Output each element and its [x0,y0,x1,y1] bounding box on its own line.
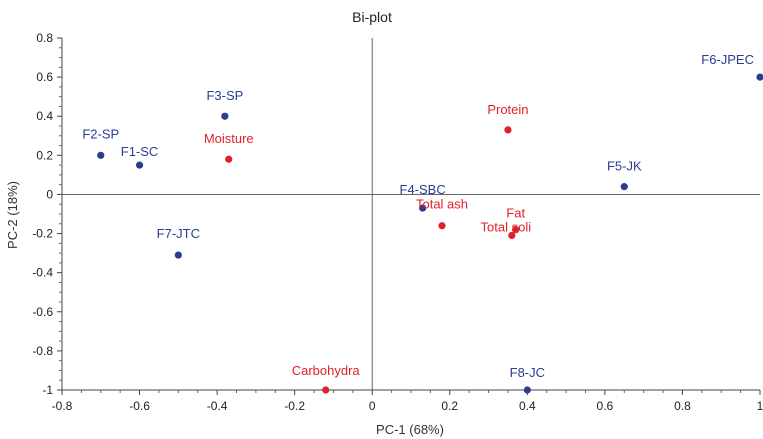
chart-title: Bi-plot [352,9,392,25]
point-f2-sp [97,151,105,159]
point-label-total-ash: Total ash [416,197,468,212]
point-f3-sp [221,112,229,120]
y-tick-label: -0.8 [32,344,53,358]
point-label-f3-sp: F3-SP [206,88,243,103]
point-label-protein: Protein [487,102,528,117]
x-tick-label: -0.2 [284,399,305,413]
plot-axes: -0.8 -0.6 -0.4 -0.2 0 0.2 0.4 0.6 0.8 1 0.8 0.6 0.4 0… [32,31,763,413]
y-tick-label: 0.4 [36,109,53,123]
x-tick-label: 0.2 [441,399,458,413]
point-f1-sc [135,161,144,169]
point-f4-sbc [419,204,427,212]
point-label-moisture: Moisture [204,131,254,146]
x-axis-label: PC-1 (68%) [376,422,444,437]
point-protein [504,126,512,134]
point-label-f5-jk: F5-JK [607,159,642,174]
y-tick-label: 0 [46,187,53,201]
point-label-fat: Fat [506,206,525,221]
point-moisture [225,155,233,163]
point-label-f1-sc: F1-SC [121,144,159,159]
point-label-f4-sbc: F4-SBC [400,182,446,197]
x-tick-label: -0.4 [207,399,228,413]
x-tick-label: 0.8 [674,399,691,413]
y-tick-label: 0.2 [36,148,53,162]
y-tick-label: 0.8 [36,31,53,45]
point-f7-jtc [174,251,182,259]
y-tick-label: 0.6 [36,70,53,84]
point-total-soli [508,231,516,240]
y-tick-label: -0.2 [32,227,53,241]
x-tick-label: 0.4 [519,399,536,413]
point-f6-jpec [756,73,763,81]
point-label-carbohydra: Carbohydra [292,363,361,378]
x-tick-label: 0 [369,399,376,413]
point-label-f8-jc: F8-JC [510,365,545,380]
y-axis-label: PC-2 (18%) [5,181,20,249]
point-fat [512,226,520,234]
y-tick-label: -0.4 [32,266,53,280]
point-f5-jk [620,183,628,191]
y-tick-label: -0.6 [32,305,53,319]
point-f8-jc [523,386,531,394]
point-total-ash [438,222,446,230]
y-tick-label: -1 [42,383,53,397]
point-label-f2-sp: F2-SP [82,126,119,141]
x-tick-label: -0.6 [129,399,150,413]
x-tick-label: 0.6 [597,399,614,413]
point-label-f6-jpec: F6-JPEC [701,52,754,67]
x-tick-label: 1 [757,399,763,413]
x-tick-label: -0.8 [52,399,73,413]
point-label-total-soli: Total soli [481,220,532,235]
point-label-f7-jtc: F7-JTC [157,226,200,241]
point-carbohydra [322,386,330,394]
